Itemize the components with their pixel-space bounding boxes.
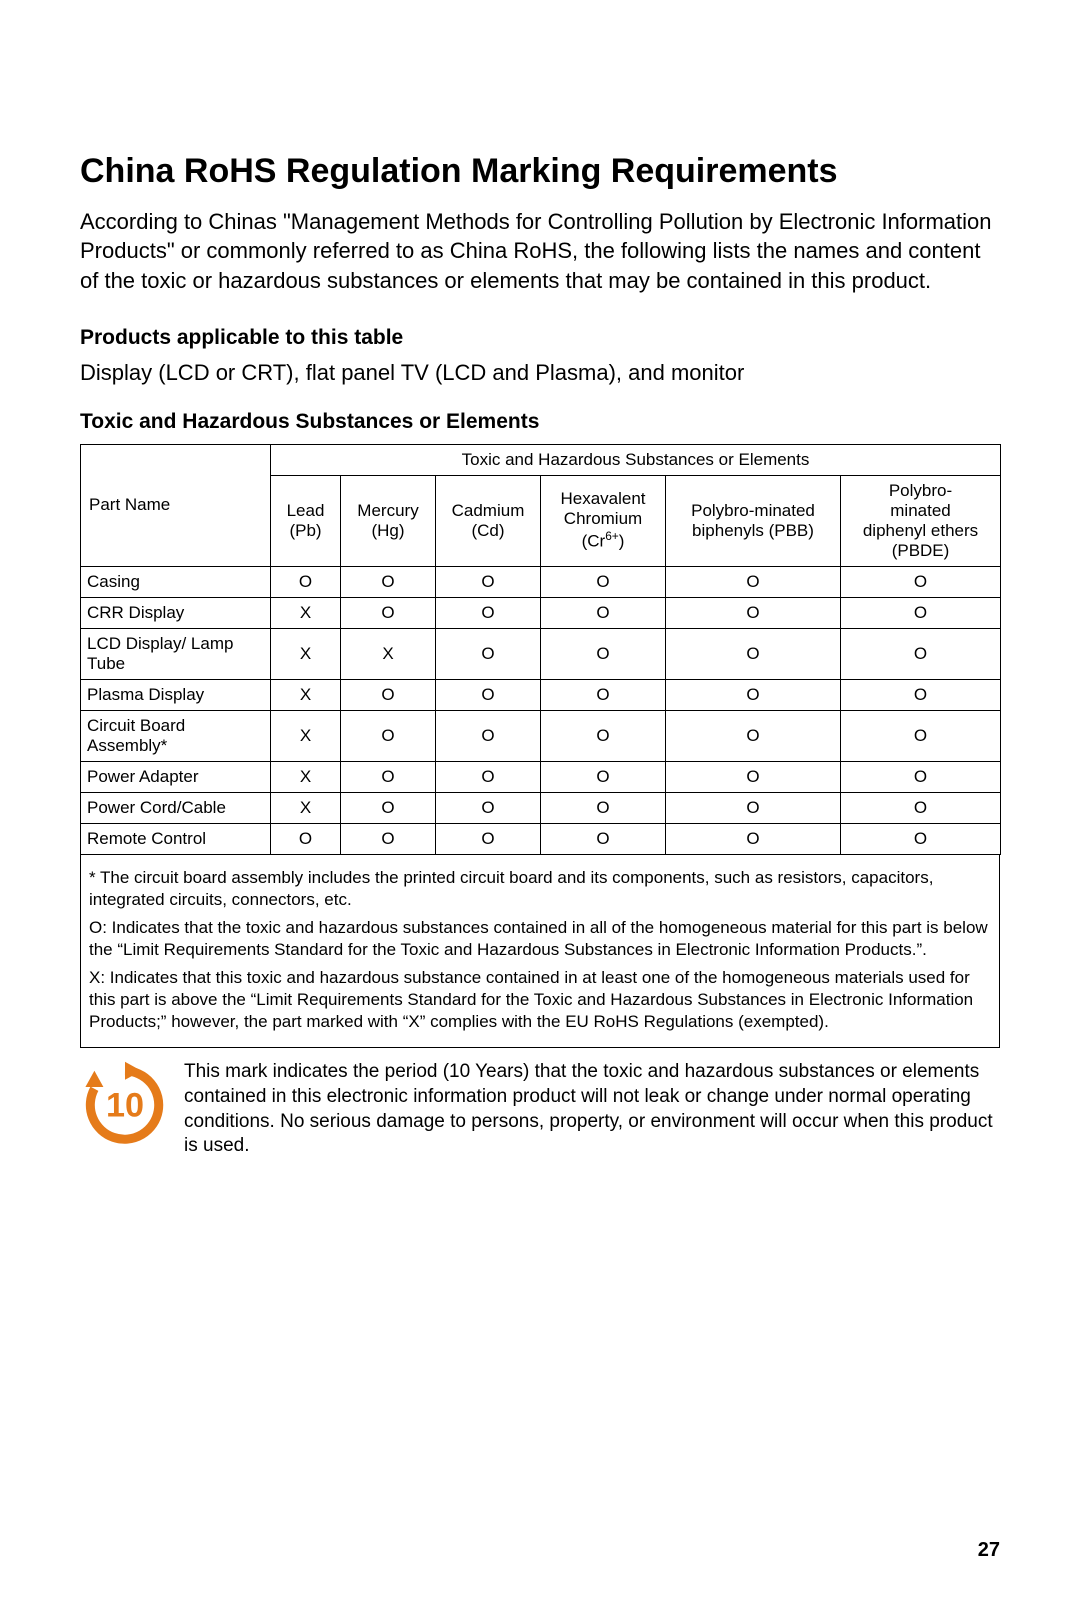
col-header-partname: Part Name	[81, 444, 271, 566]
value-cell: O	[841, 710, 1001, 761]
part-name-cell: LCD Display/ Lamp Tube	[81, 628, 271, 679]
value-cell: O	[841, 761, 1001, 792]
svg-text:10: 10	[106, 1087, 144, 1125]
epup-10-icon: 10	[80, 1060, 170, 1150]
col-header-0: Lead(Pb)	[271, 475, 341, 566]
value-cell: O	[341, 761, 436, 792]
value-cell: O	[841, 823, 1001, 854]
part-name-cell: Remote Control	[81, 823, 271, 854]
table-row: Power Cord/CableXOOOOO	[81, 792, 1001, 823]
value-cell: O	[341, 710, 436, 761]
value-cell: O	[341, 679, 436, 710]
value-cell: O	[541, 823, 666, 854]
part-name-cell: Power Cord/Cable	[81, 792, 271, 823]
value-cell: O	[436, 566, 541, 597]
rohs-table: Part Name Toxic and Hazardous Substances…	[80, 444, 1001, 855]
table-row: Circuit Board Assembly*XOOOOO	[81, 710, 1001, 761]
subheading-substances: Toxic and Hazardous Substances or Elemen…	[80, 410, 1000, 434]
part-name-cell: Power Adapter	[81, 761, 271, 792]
part-name-cell: Plasma Display	[81, 679, 271, 710]
value-cell: O	[541, 761, 666, 792]
epup-mark-text: This mark indicates the period (10 Years…	[184, 1060, 1000, 1159]
value-cell: O	[841, 628, 1001, 679]
col-header-5: Polybro-minateddiphenyl ethers(PBDE)	[841, 475, 1001, 566]
table-row: Power AdapterXOOOOO	[81, 761, 1001, 792]
value-cell: O	[341, 823, 436, 854]
value-cell: O	[666, 823, 841, 854]
part-name-cell: Circuit Board Assembly*	[81, 710, 271, 761]
value-cell: O	[666, 597, 841, 628]
value-cell: O	[541, 597, 666, 628]
subheading-products: Products applicable to this table	[80, 326, 1000, 350]
value-cell: X	[271, 710, 341, 761]
page-title: China RoHS Regulation Marking Requiremen…	[80, 150, 1000, 193]
part-name-cell: CRR Display	[81, 597, 271, 628]
col-header-3: HexavalentChromium(Cr6+)	[541, 475, 666, 566]
intro-paragraph: According to Chinas "Management Methods …	[80, 207, 1000, 296]
value-cell: X	[271, 628, 341, 679]
value-cell: O	[666, 566, 841, 597]
value-cell: O	[666, 761, 841, 792]
value-cell: O	[271, 823, 341, 854]
document-page: China RoHS Regulation Marking Requiremen…	[0, 0, 1080, 1622]
value-cell: O	[666, 679, 841, 710]
col-header-group: Toxic and Hazardous Substances or Elemen…	[271, 444, 1001, 475]
value-cell: O	[541, 566, 666, 597]
value-cell: X	[271, 597, 341, 628]
value-cell: O	[341, 597, 436, 628]
value-cell: X	[271, 792, 341, 823]
table-row: LCD Display/ Lamp TubeXXOOOO	[81, 628, 1001, 679]
value-cell: O	[541, 792, 666, 823]
value-cell: O	[341, 566, 436, 597]
footnote-x: X: Indicates that this toxic and hazardo…	[89, 967, 991, 1033]
value-cell: O	[541, 710, 666, 761]
value-cell: O	[666, 792, 841, 823]
value-cell: O	[436, 823, 541, 854]
value-cell: O	[541, 628, 666, 679]
value-cell: O	[436, 679, 541, 710]
value-cell: O	[436, 792, 541, 823]
table-row: Plasma DisplayXOOOOO	[81, 679, 1001, 710]
table-row: CRR DisplayXOOOOO	[81, 597, 1001, 628]
value-cell: O	[436, 628, 541, 679]
value-cell: O	[436, 710, 541, 761]
value-cell: O	[666, 710, 841, 761]
col-header-1: Mercury(Hg)	[341, 475, 436, 566]
value-cell: X	[341, 628, 436, 679]
value-cell: O	[541, 679, 666, 710]
footnote-asterisk: * The circuit board assembly includes th…	[89, 867, 991, 911]
value-cell: O	[271, 566, 341, 597]
value-cell: X	[271, 679, 341, 710]
value-cell: O	[841, 679, 1001, 710]
col-header-2: Cadmium(Cd)	[436, 475, 541, 566]
value-cell: O	[841, 792, 1001, 823]
value-cell: O	[666, 628, 841, 679]
value-cell: O	[436, 761, 541, 792]
table-row: Remote ControlOOOOOO	[81, 823, 1001, 854]
value-cell: O	[436, 597, 541, 628]
value-cell: X	[271, 761, 341, 792]
table-row: CasingOOOOOO	[81, 566, 1001, 597]
table-footnotes: * The circuit board assembly includes th…	[80, 855, 1000, 1049]
value-cell: O	[341, 792, 436, 823]
value-cell: O	[841, 597, 1001, 628]
part-name-cell: Casing	[81, 566, 271, 597]
products-text: Display (LCD or CRT), flat panel TV (LCD…	[80, 360, 1000, 386]
page-number: 27	[978, 1539, 1000, 1562]
value-cell: O	[841, 566, 1001, 597]
epup-mark-row: 10 This mark indicates the period (10 Ye…	[80, 1060, 1000, 1159]
col-header-4: Polybro-minatedbiphenyls (PBB)	[666, 475, 841, 566]
footnote-o: O: Indicates that the toxic and hazardou…	[89, 917, 991, 961]
